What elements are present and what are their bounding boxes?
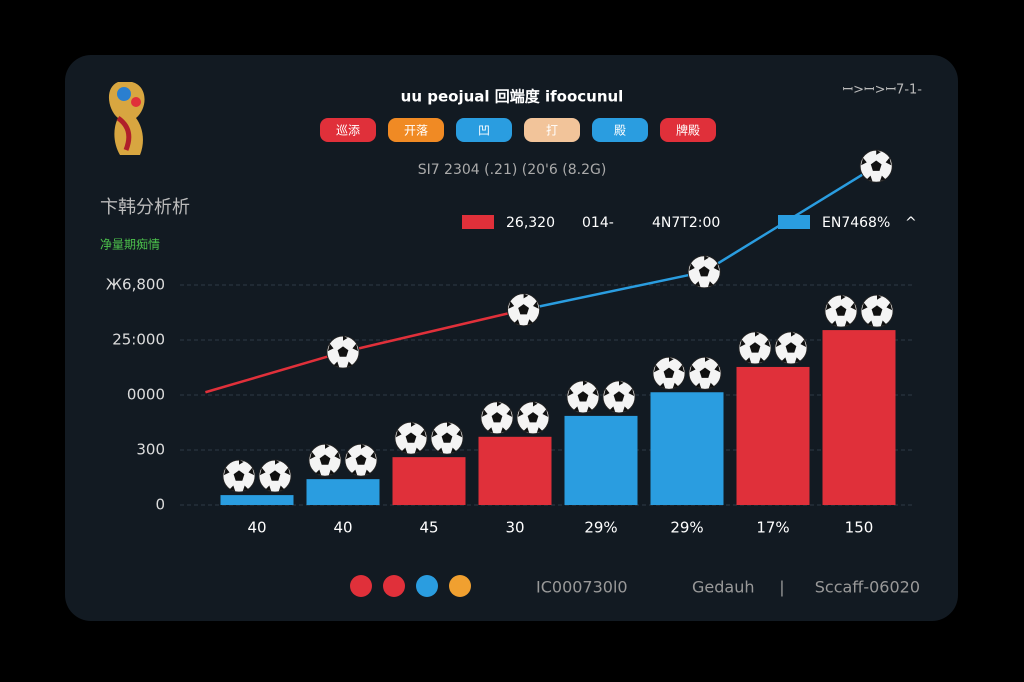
x-tick-label: 40	[333, 519, 352, 537]
legend-label: ^	[905, 215, 917, 231]
ball-decoration	[860, 294, 894, 328]
pill-label: 凹	[478, 124, 490, 138]
ball-decoration	[222, 459, 256, 493]
footer-text: |	[779, 578, 784, 597]
y-tick-label: Ж6,800	[106, 276, 165, 294]
bar	[564, 415, 638, 505]
x-tick-label: 40	[247, 519, 266, 537]
ball-decoration	[308, 443, 342, 477]
legend-label: EN7468%	[822, 215, 890, 231]
pill-label: 打	[546, 124, 558, 138]
pill-label: 巡添	[336, 124, 360, 138]
line-segment	[205, 350, 344, 394]
y-tick-label: 0	[155, 496, 165, 514]
footer-dot	[449, 575, 471, 597]
legend-label: 26,320	[506, 215, 555, 231]
ball-decoration	[516, 401, 550, 435]
pill	[524, 118, 580, 142]
line-segment	[523, 270, 705, 311]
ball-decoration	[738, 331, 772, 365]
footer-text: IC000730l0	[536, 578, 628, 597]
ball-decoration	[430, 421, 464, 455]
ball-decoration	[774, 331, 808, 365]
footer-dot	[350, 575, 372, 597]
pill-label: 牌殿	[676, 124, 700, 138]
pill-label: 殿	[614, 124, 626, 138]
ball-decoration	[258, 459, 292, 493]
subtitle: SI7 2304 (.21) (20'6 (8.2G)	[418, 162, 607, 178]
line-point	[326, 335, 360, 369]
bar	[650, 392, 724, 505]
ball-decoration	[344, 443, 378, 477]
line-point	[507, 293, 541, 327]
bar	[736, 366, 810, 505]
legend-swatch	[778, 215, 810, 229]
ball-decoration	[394, 421, 428, 455]
footer-dot	[416, 575, 438, 597]
footer-dot	[383, 575, 405, 597]
ball-decoration	[688, 356, 722, 390]
line-segment	[703, 165, 877, 273]
pill	[320, 118, 376, 142]
x-tick-label: 30	[505, 519, 524, 537]
legend-label: 014-	[582, 215, 614, 231]
trophy	[108, 82, 145, 155]
bar	[392, 457, 466, 505]
ball-decoration	[480, 401, 514, 435]
line-segment	[342, 308, 524, 354]
y-tick-label: 300	[136, 441, 165, 459]
legend-label: 4N7T2:00	[652, 215, 720, 231]
pill	[592, 118, 648, 142]
corner-text: ꟷ>ꟷ>ꟷ7-1-	[843, 83, 923, 98]
pill	[660, 118, 716, 142]
bar	[220, 495, 294, 505]
y-tick-label: 0000	[127, 386, 165, 404]
x-tick-label: 45	[419, 519, 438, 537]
footer-text: Gedauh	[692, 578, 754, 597]
x-tick-label: 150	[845, 519, 874, 537]
ball-decoration	[824, 294, 858, 328]
ball-decoration	[602, 380, 636, 414]
legend-swatch	[462, 215, 494, 229]
pill	[388, 118, 444, 142]
x-tick-label: 29%	[584, 519, 617, 537]
ball-decoration	[566, 380, 600, 414]
title: uu peojual 回端度 ifoocunul	[401, 88, 624, 106]
y-tick-label: 25:000	[112, 331, 165, 349]
x-tick-label: 17%	[756, 519, 789, 537]
pill	[456, 118, 512, 142]
bar	[306, 479, 380, 505]
x-tick-label: 29%	[670, 519, 703, 537]
bar	[478, 436, 552, 505]
footer-text: Sccaff-06020	[815, 578, 920, 597]
subheading: 净量期痴情	[100, 237, 160, 252]
line-point	[687, 255, 721, 289]
ball-decoration	[652, 356, 686, 390]
heading: 卞韩分析析	[100, 197, 190, 218]
pill-label: 开落	[404, 124, 428, 138]
line-point	[859, 149, 893, 183]
bar	[822, 330, 896, 505]
